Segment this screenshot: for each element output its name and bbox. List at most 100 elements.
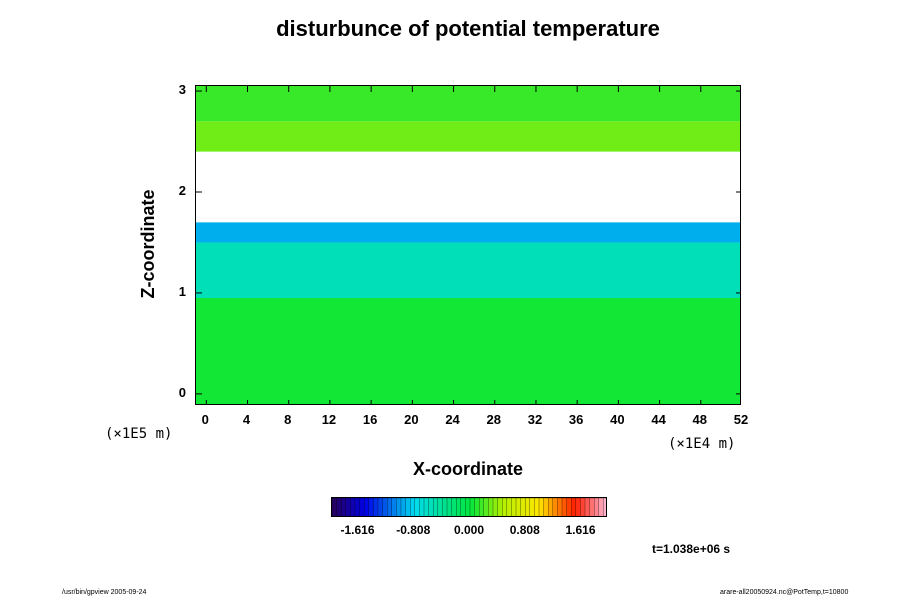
colorbar-cell: [580, 498, 586, 516]
field-band: [196, 151, 740, 223]
colorbar-cell: [437, 498, 444, 516]
colorbar-cell: [488, 498, 494, 516]
colorbar-cell: [400, 498, 407, 516]
colorbar-cell: [433, 498, 439, 516]
colorbar-cell: [442, 498, 448, 516]
colorbar-cell: [446, 498, 453, 516]
colorbar-cell: [368, 498, 375, 516]
x-tick-label: 0: [201, 412, 209, 427]
colorbar-cell: [483, 498, 490, 516]
colorbar-cell: [525, 498, 531, 516]
field-band: [196, 121, 740, 152]
colorbar-cell: [511, 498, 517, 516]
colorbar-cell: [382, 498, 388, 516]
colorbar-cell: [345, 498, 352, 516]
colorbar-tick-label: -1.616: [340, 523, 375, 537]
colorbar-cell: [566, 498, 572, 516]
field-band: [196, 242, 740, 298]
colorbar-cell: [571, 498, 577, 516]
colorbar-gradient: [332, 498, 606, 516]
colorbar-cell: [594, 498, 600, 516]
colorbar-cell: [589, 498, 595, 516]
chart-title: disturbunce of potential temperature: [276, 16, 660, 41]
colorbar-cell: [575, 498, 582, 516]
time-label: t=1.038e+06 s: [652, 542, 731, 556]
y-tick-label: 1: [178, 283, 186, 299]
y-axis-unit: (×1E5 m): [105, 426, 173, 442]
x-tick-label: 44: [651, 412, 666, 427]
colorbar-cell: [492, 498, 499, 516]
colorbar-cell: [552, 498, 559, 516]
colorbar-cell: [336, 498, 342, 516]
colorbar-cell: [479, 498, 485, 516]
colorbar-cell: [364, 498, 370, 516]
colorbar-cell: [538, 498, 545, 516]
field-band: [196, 297, 740, 404]
colorbar-cell: [341, 498, 347, 516]
colorbar-cell: [548, 498, 554, 516]
colorbar-cell: [561, 498, 568, 516]
x-tick-label: 36: [568, 412, 584, 427]
colorbar-cell: [410, 498, 416, 516]
colorbar-cell: [469, 498, 476, 516]
colorbar-cell: [543, 498, 549, 516]
colorbar-cell: [456, 498, 462, 516]
colorbar-cell: [423, 498, 430, 516]
colorbar: [331, 497, 607, 517]
colorbar-cell: [373, 498, 379, 516]
y-axis-label: Z-coordinate: [138, 189, 158, 299]
footer-right-note: arare-all20050924.nc@PotTemp,t=10800: [720, 589, 849, 596]
x-tick-label: 24: [445, 412, 460, 427]
colorbar-cell: [396, 498, 402, 516]
colorbar-cell: [414, 498, 421, 516]
x-tick-label: 8: [284, 412, 292, 427]
colorbar-cell: [502, 498, 508, 516]
colorbar-cell: [354, 498, 361, 516]
colorbar-cell: [419, 498, 425, 516]
y-tick-label: 2: [178, 182, 186, 198]
colorbar-cell: [529, 498, 536, 516]
colorbar-cell: [534, 498, 540, 516]
colorbar-cell: [465, 498, 471, 516]
colorbar-tick-label: -0.808: [396, 523, 431, 537]
field-band: [196, 86, 740, 122]
colorbar-cell: [377, 498, 384, 516]
colorbar-cell: [332, 498, 338, 516]
x-tick-label: 20: [404, 412, 419, 427]
colorbar-cell: [460, 498, 467, 516]
x-tick-label: 48: [692, 412, 708, 427]
colorbar-cell: [515, 498, 522, 516]
colorbar-cell: [350, 498, 356, 516]
y-tick-label: 0: [178, 384, 186, 400]
colorbar-cell: [474, 498, 480, 516]
colorbar-cell: [520, 498, 526, 516]
colorbar-tick-label: 0.000: [453, 523, 485, 537]
heatmap-field: [196, 86, 740, 404]
x-tick-label: 52: [733, 412, 749, 427]
x-axis-unit: (×1E4 m): [668, 436, 736, 452]
colorbar-cell: [557, 498, 563, 516]
x-axis-label: X-coordinate: [412, 459, 523, 479]
colorbar-cell: [497, 498, 503, 516]
colorbar-cell: [506, 498, 513, 516]
x-tick-label: 28: [486, 412, 501, 427]
colorbar-tick-label: 1.616: [565, 523, 596, 537]
x-tick-label: 4: [242, 412, 251, 427]
x-tick-label: 40: [610, 412, 625, 427]
colorbar-cell: [405, 498, 411, 516]
colorbar-cell: [387, 498, 393, 516]
x-tick-label: 32: [527, 412, 543, 427]
colorbar-cell: [391, 498, 398, 516]
colorbar-cell: [451, 498, 457, 516]
colorbar-cell: [598, 498, 605, 516]
footer-left-note: /usr/bin/gpview 2005-09-24: [62, 589, 147, 596]
colorbar-cell: [603, 498, 606, 516]
colorbar-cell: [584, 498, 591, 516]
x-tick-label: 12: [321, 412, 337, 427]
y-tick-label: 3: [178, 82, 186, 98]
x-tick-label: 16: [362, 412, 378, 427]
field-band: [196, 222, 740, 243]
colorbar-cell: [359, 498, 365, 516]
plot-area: [195, 85, 741, 405]
colorbar-cell: [428, 498, 434, 516]
